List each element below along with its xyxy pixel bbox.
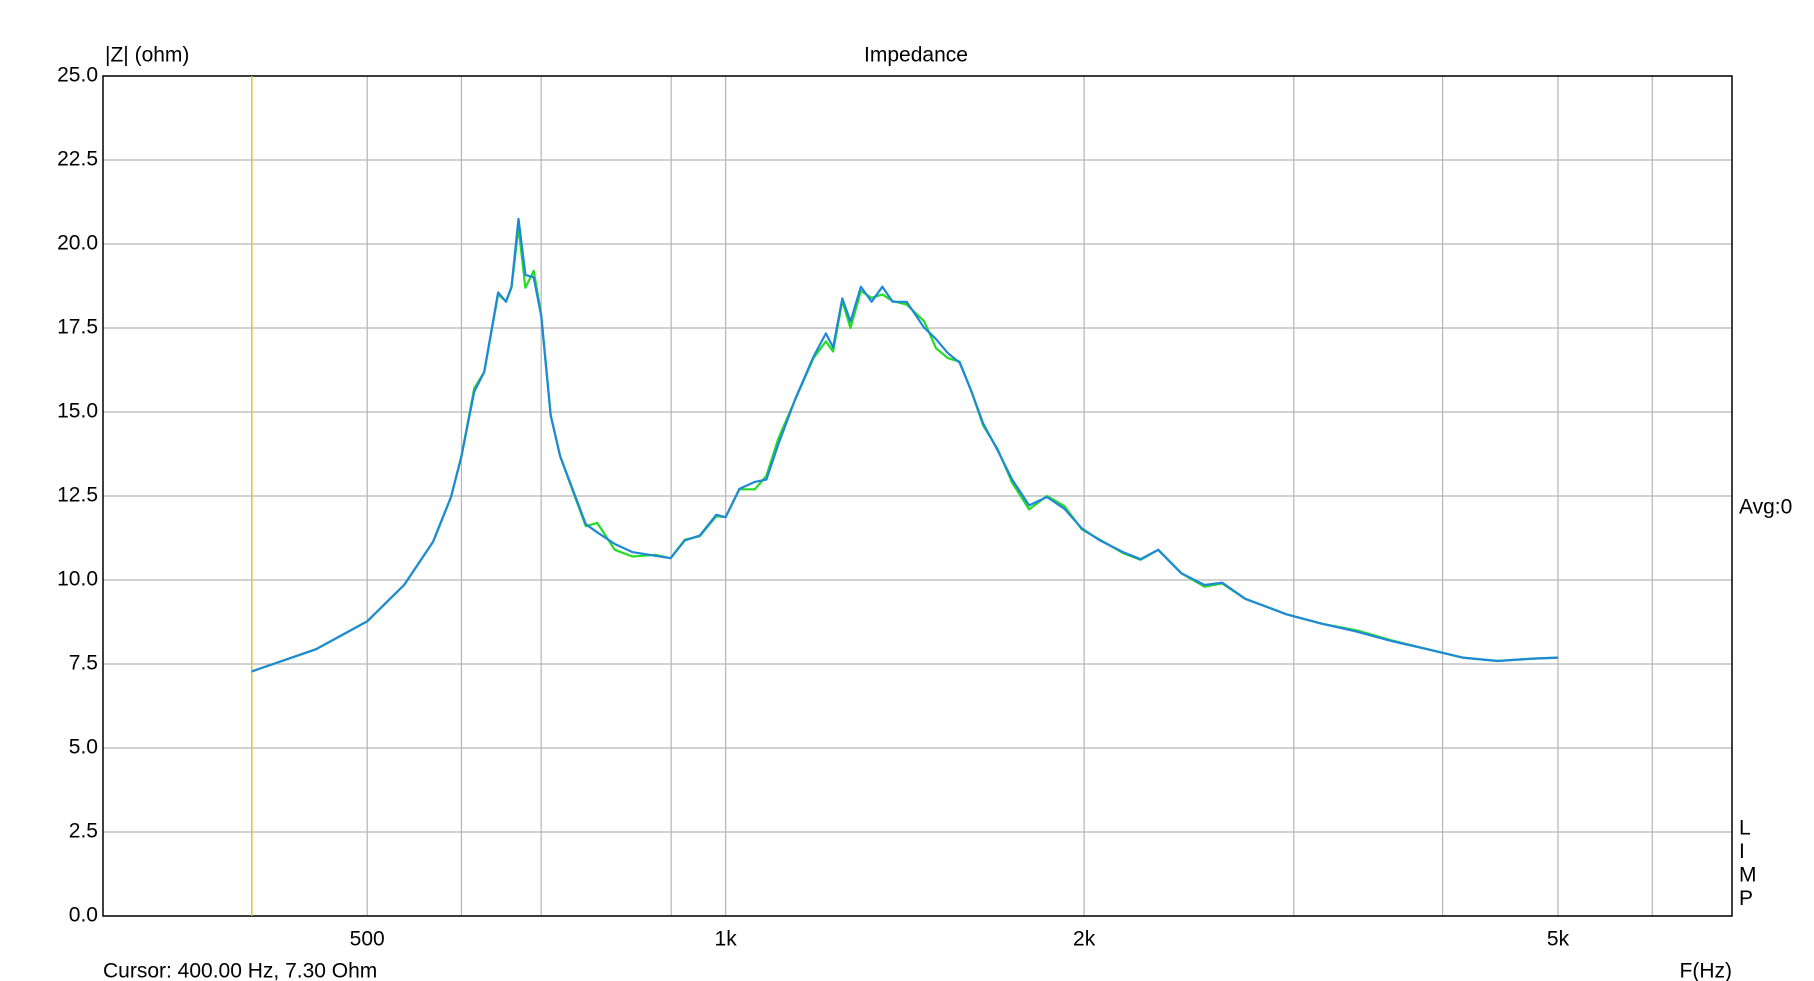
y-tick-label: 5.0: [69, 736, 98, 759]
side-letter: P: [1739, 887, 1753, 910]
x-tick-label: 500: [350, 928, 385, 951]
y-tick-label: 15.0: [57, 400, 98, 423]
side-label: Avg:0: [1739, 496, 1792, 519]
chart-title: Impedance: [864, 44, 968, 67]
side-letter: L: [1739, 817, 1751, 840]
side-letter: I: [1739, 840, 1745, 863]
y-tick-label: 7.5: [69, 652, 98, 675]
y-tick-label: 2.5: [69, 820, 98, 843]
x-tick-label: 2k: [1073, 928, 1096, 951]
y-tick-label: 0.0: [69, 904, 98, 927]
y-tick-label: 22.5: [57, 148, 98, 171]
plot-border: [102, 75, 1733, 917]
cursor-readout: Cursor: 400.00 Hz, 7.30 Ohm: [103, 960, 377, 981]
side-letter: M: [1739, 864, 1757, 887]
y-axis-label: |Z| (ohm): [105, 44, 189, 67]
series-line: [251, 226, 1559, 673]
y-tick-label: 20.0: [57, 232, 98, 255]
x-axis-label: F(Hz): [1680, 960, 1732, 981]
y-tick-label: 25.0: [57, 64, 98, 87]
y-tick-label: 10.0: [57, 568, 98, 591]
x-tick-label: 5k: [1547, 928, 1570, 951]
x-tick-label: 1k: [715, 928, 738, 951]
y-tick-label: 17.5: [57, 316, 98, 339]
y-tick-label: 12.5: [57, 484, 98, 507]
series-line: [251, 217, 1559, 673]
